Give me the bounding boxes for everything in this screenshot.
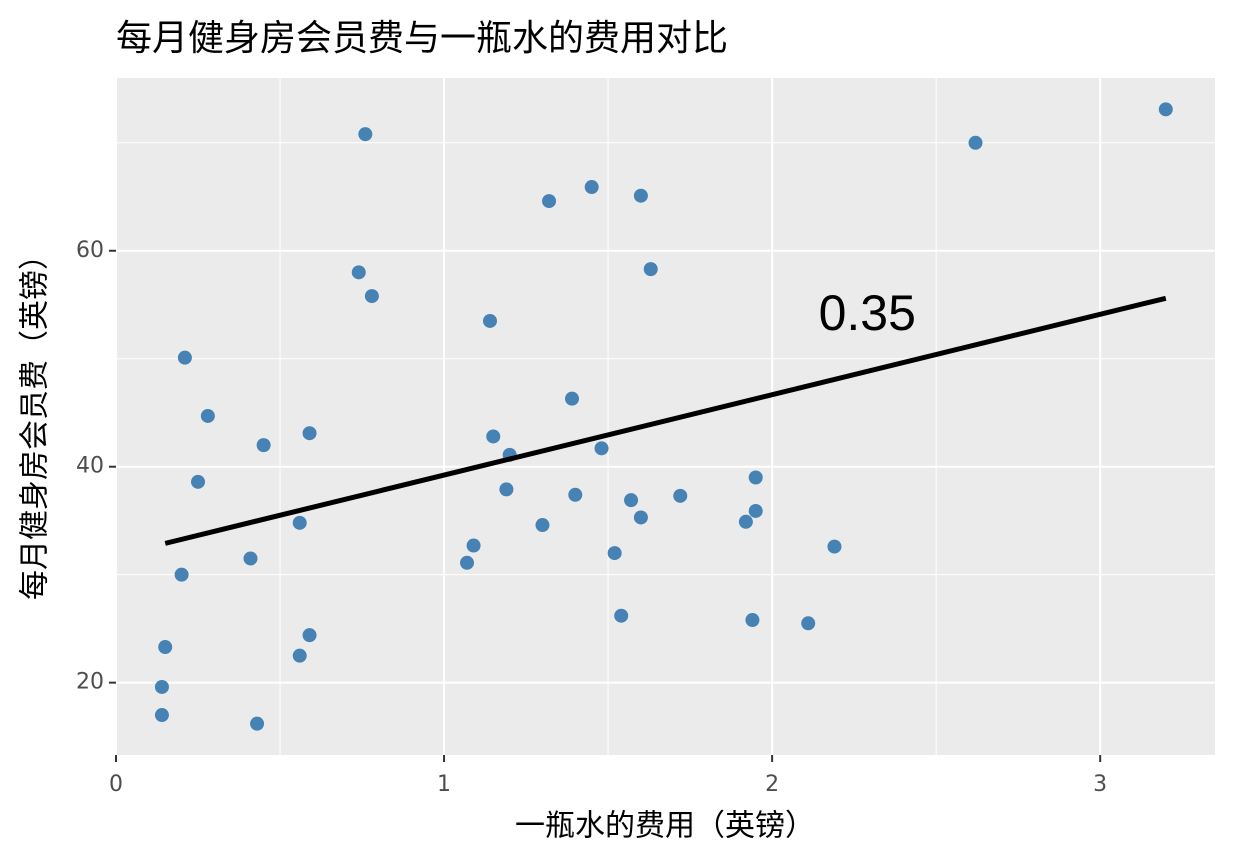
grid: 0 1 2 3 20 40 60 — [76, 78, 1215, 797]
point — [643, 262, 658, 277]
point — [607, 546, 622, 561]
point — [174, 567, 189, 582]
point — [158, 640, 173, 655]
point — [565, 391, 580, 406]
point — [292, 648, 307, 663]
y-tick-label: 20 — [76, 670, 104, 695]
point — [302, 628, 317, 643]
point — [633, 510, 648, 525]
point — [827, 539, 842, 554]
point — [633, 188, 648, 203]
point — [154, 708, 169, 723]
point — [614, 608, 629, 623]
point — [738, 514, 753, 529]
point — [535, 518, 550, 533]
point — [968, 135, 983, 150]
point — [748, 503, 763, 518]
chart-title: 每月健身房会员费与一瓶水的费用对比 — [116, 18, 728, 59]
x-tick-label: 0 — [109, 772, 123, 797]
point — [177, 350, 192, 365]
y-axis-label: 每月健身房会员费（英镑） — [18, 240, 53, 600]
y-tick-label: 60 — [76, 238, 104, 263]
point — [200, 408, 215, 423]
point — [745, 613, 760, 628]
point — [594, 441, 609, 456]
x-tick-label: 1 — [437, 772, 451, 797]
point — [466, 538, 481, 553]
point — [584, 180, 599, 195]
point — [748, 470, 763, 485]
point — [358, 127, 373, 142]
point — [499, 482, 514, 497]
fit-line — [164, 295, 1167, 546]
point — [292, 515, 307, 530]
point — [364, 289, 379, 304]
annotation: 0.35 — [819, 285, 916, 341]
point — [154, 679, 169, 694]
panel — [116, 78, 1215, 755]
x-tick-label: 2 — [765, 772, 779, 797]
point — [542, 194, 557, 209]
point — [482, 313, 497, 328]
point — [673, 488, 688, 503]
x-axis-label: 一瓶水的费用（英镑） — [515, 809, 815, 844]
point — [568, 487, 583, 502]
point — [486, 429, 501, 444]
point — [191, 474, 206, 489]
point — [624, 493, 639, 508]
point — [801, 616, 816, 631]
point — [250, 716, 265, 731]
y-tick-label: 40 — [76, 454, 104, 479]
point — [302, 426, 317, 441]
point — [1158, 102, 1173, 117]
x-tick-label: 3 — [1093, 772, 1107, 797]
point — [460, 555, 475, 570]
marks: 0.35 — [154, 102, 1173, 731]
point — [256, 438, 271, 453]
point — [351, 265, 366, 280]
point — [243, 551, 258, 566]
